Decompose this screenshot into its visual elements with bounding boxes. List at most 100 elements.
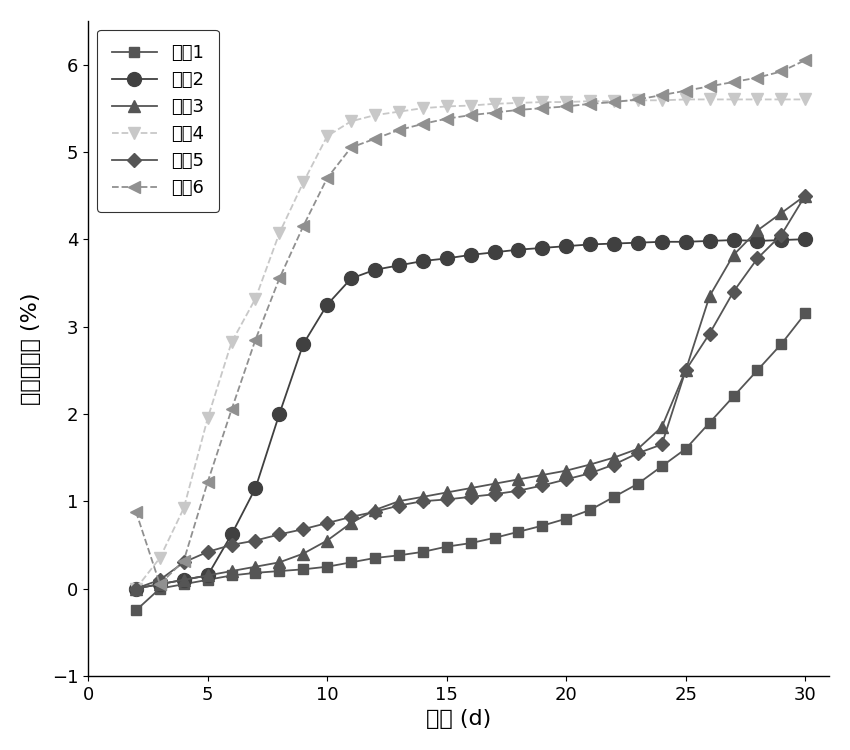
矿样5 [275,530,285,539]
矿样4 [226,338,236,346]
矿样4 [202,414,212,423]
矿样3 [728,251,739,260]
矿样6 [346,143,356,152]
矿样4 [752,95,762,104]
矿样5 [346,512,356,521]
矿样2 [251,484,261,493]
矿样2 [728,236,739,244]
矿样2 [178,575,189,584]
矿样1 [728,392,739,401]
矿样5 [537,481,547,490]
矿样3 [537,470,547,479]
矿样3 [609,453,619,462]
矿样2 [202,571,212,580]
矿样6 [776,67,786,76]
矿样1 [226,571,236,580]
矿样2 [275,410,285,419]
矿样4 [776,95,786,104]
矿样3 [322,536,332,545]
矿样4 [728,95,739,104]
矿样3 [585,460,595,469]
矿样1 [322,562,332,572]
Legend: 矿样1, 矿样2, 矿样3, 矿样4, 矿样5, 矿样6: 矿样1, 矿样2, 矿样3, 矿样4, 矿样5, 矿样6 [97,30,218,212]
Line: 矿样1: 矿样1 [131,308,810,615]
矿样4 [322,131,332,140]
矿样3 [346,518,356,527]
矿样6 [131,507,141,516]
矿样2 [131,584,141,593]
矿样6 [226,405,236,414]
矿样1 [776,340,786,349]
矿样2 [609,239,619,248]
矿样6 [202,478,212,487]
矿样5 [728,287,739,296]
矿样4 [298,178,309,187]
矿样3 [442,488,452,497]
矿样3 [275,558,285,567]
矿样5 [226,541,236,550]
矿样3 [490,479,500,488]
矿样1 [490,533,500,542]
矿样1 [513,527,524,536]
矿样4 [585,97,595,106]
矿样5 [752,254,762,263]
矿样1 [442,542,452,551]
矿样2 [513,245,524,254]
矿样2 [705,236,715,245]
矿样1 [417,548,428,556]
矿样2 [155,580,165,589]
矿样3 [178,575,189,584]
矿样4 [537,98,547,106]
矿样6 [633,95,643,104]
矿样2 [561,242,571,250]
矿样4 [394,107,404,116]
矿样4 [561,98,571,106]
矿样6 [442,114,452,123]
矿样4 [609,97,619,106]
矿样2 [466,251,476,260]
矿样6 [490,108,500,117]
矿样6 [585,99,595,108]
矿样2 [322,300,332,309]
矿样5 [322,518,332,527]
矿样3 [298,549,309,558]
矿样5 [178,558,189,567]
矿样2 [633,238,643,248]
矿样5 [417,496,428,506]
Line: 矿样2: 矿样2 [129,232,813,596]
Line: 矿样6: 矿样6 [130,55,811,590]
矿样5 [442,495,452,504]
矿样1 [466,538,476,548]
矿样4 [370,111,380,120]
矿样4 [633,96,643,105]
矿样2 [298,340,309,349]
矿样5 [394,501,404,510]
矿样1 [705,418,715,427]
矿样4 [131,584,141,593]
矿样5 [155,575,165,584]
矿样1 [752,366,762,375]
矿样4 [155,554,165,562]
矿样3 [417,492,428,501]
矿样3 [776,209,786,218]
矿样2 [370,266,380,274]
矿样6 [298,221,309,230]
矿样1 [394,550,404,560]
矿样6 [513,106,524,115]
矿样1 [131,606,141,615]
矿样5 [776,230,786,239]
矿样1 [657,462,667,471]
矿样5 [609,460,619,469]
矿样1 [370,554,380,562]
矿样2 [681,237,691,246]
矿样3 [155,580,165,589]
矿样6 [275,274,285,283]
矿样4 [466,101,476,110]
矿样6 [681,86,691,95]
矿样5 [202,548,212,556]
矿样5 [370,507,380,516]
矿样6 [561,102,571,111]
矿样4 [251,294,261,303]
矿样6 [370,134,380,143]
矿样1 [585,506,595,515]
